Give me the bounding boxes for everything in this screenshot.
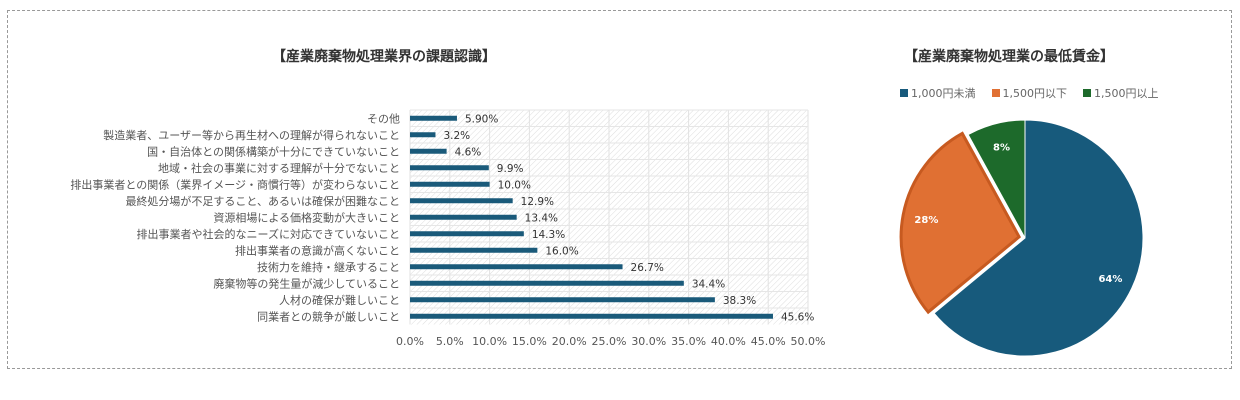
data-label: 4.6% [455,146,482,158]
bar [410,280,684,286]
data-label: 26.7% [631,262,664,274]
x-tick-label: 40.0% [711,335,746,348]
x-tick-label: 35.0% [671,335,706,348]
pie-chart-title: 【産業廃棄物処理業の最低賃金】 [904,49,1114,65]
data-label: 9.9% [497,163,524,175]
x-tick-label: 0.0% [396,335,424,348]
data-label: 13.4% [525,212,558,224]
data-label: 5.90% [465,113,498,125]
bar [410,231,524,237]
category-label: 地域・社会の事業に対する理解が十分でないこと [158,161,400,175]
legend-item: 1,000円未満 [900,85,976,101]
bar [410,214,517,220]
category-label: 技術力を維持・継承すること [257,260,400,274]
pie-legend: 1,000円未満 1,500円以下 1,500円以上 [900,85,1159,101]
x-tick-label: 25.0% [592,335,627,348]
pie-slice [967,119,1026,239]
bar [410,198,513,204]
category-label: 同業者との競争が厳しいこと [257,309,400,323]
x-tick-label: 15.0% [512,335,547,348]
category-label: 人材の確保が難しいこと [279,293,400,307]
category-label: 製造業者、ユーザー等から再生材への理解が得られないこと [103,128,400,142]
legend-swatch [1083,89,1091,97]
category-label: 国・自治体との関係構築が十分にできていないこと [147,144,400,158]
data-label: 12.9% [521,196,554,208]
data-label: 16.0% [545,245,578,257]
bar [410,148,447,154]
category-label: 排出事業者の意識が高くないこと [235,243,400,257]
pie-slice [899,131,1022,315]
data-label: 38.3% [723,295,756,307]
data-label: 3.2% [443,130,470,142]
data-label: 45.6% [781,311,814,323]
category-label: その他 [367,112,400,125]
bar-chart-title: 【産業廃棄物処理業界の課題認識】 [272,49,496,65]
bar [410,115,457,121]
pie-slice [933,119,1144,357]
chart-frame [7,10,1232,369]
category-label: 廃棄物等の発生量が減少していること [213,276,400,290]
legend-swatch [991,89,1000,97]
category-label: 最終処分場が不足すること、あるいは確保が困難なこと [125,194,400,208]
data-label: 14.3% [532,229,565,241]
pie-data-label: 8% [993,143,1010,154]
legend-item: 1,500円以上 [1083,85,1159,101]
legend-label: 1,500円以下 [1002,87,1068,100]
bar [410,132,436,138]
bar [410,165,489,171]
data-label: 10.0% [498,179,531,191]
category-label: 資源相場による価格変動が大きいこと [213,210,400,224]
legend-label: 1,500円以上 [1094,87,1159,100]
x-tick-label: 5.0% [436,335,464,348]
x-tick-label: 45.0% [751,335,786,348]
legend-label: 1,000円未満 [911,87,976,100]
category-label: 排出事業者や社会的なニーズに対応できていないこと [137,227,400,241]
bar [410,247,538,253]
x-tick-label: 10.0% [472,335,507,348]
bar [410,181,490,187]
bar [410,313,773,319]
legend-swatch [900,89,908,97]
pie-data-label: 28% [914,215,938,226]
legend-item: 1,500円以下 [991,85,1068,101]
category-label: 排出事業者との関係（業界イメージ・商慣行等）が変わらないこと [70,177,400,191]
pie-data-label: 64% [1098,274,1122,285]
x-tick-label: 30.0% [631,335,666,348]
x-tick-label: 50.0% [791,335,826,348]
bar [410,264,623,270]
x-tick-label: 20.0% [552,335,587,348]
bar [410,297,715,303]
data-label: 34.4% [692,278,725,290]
